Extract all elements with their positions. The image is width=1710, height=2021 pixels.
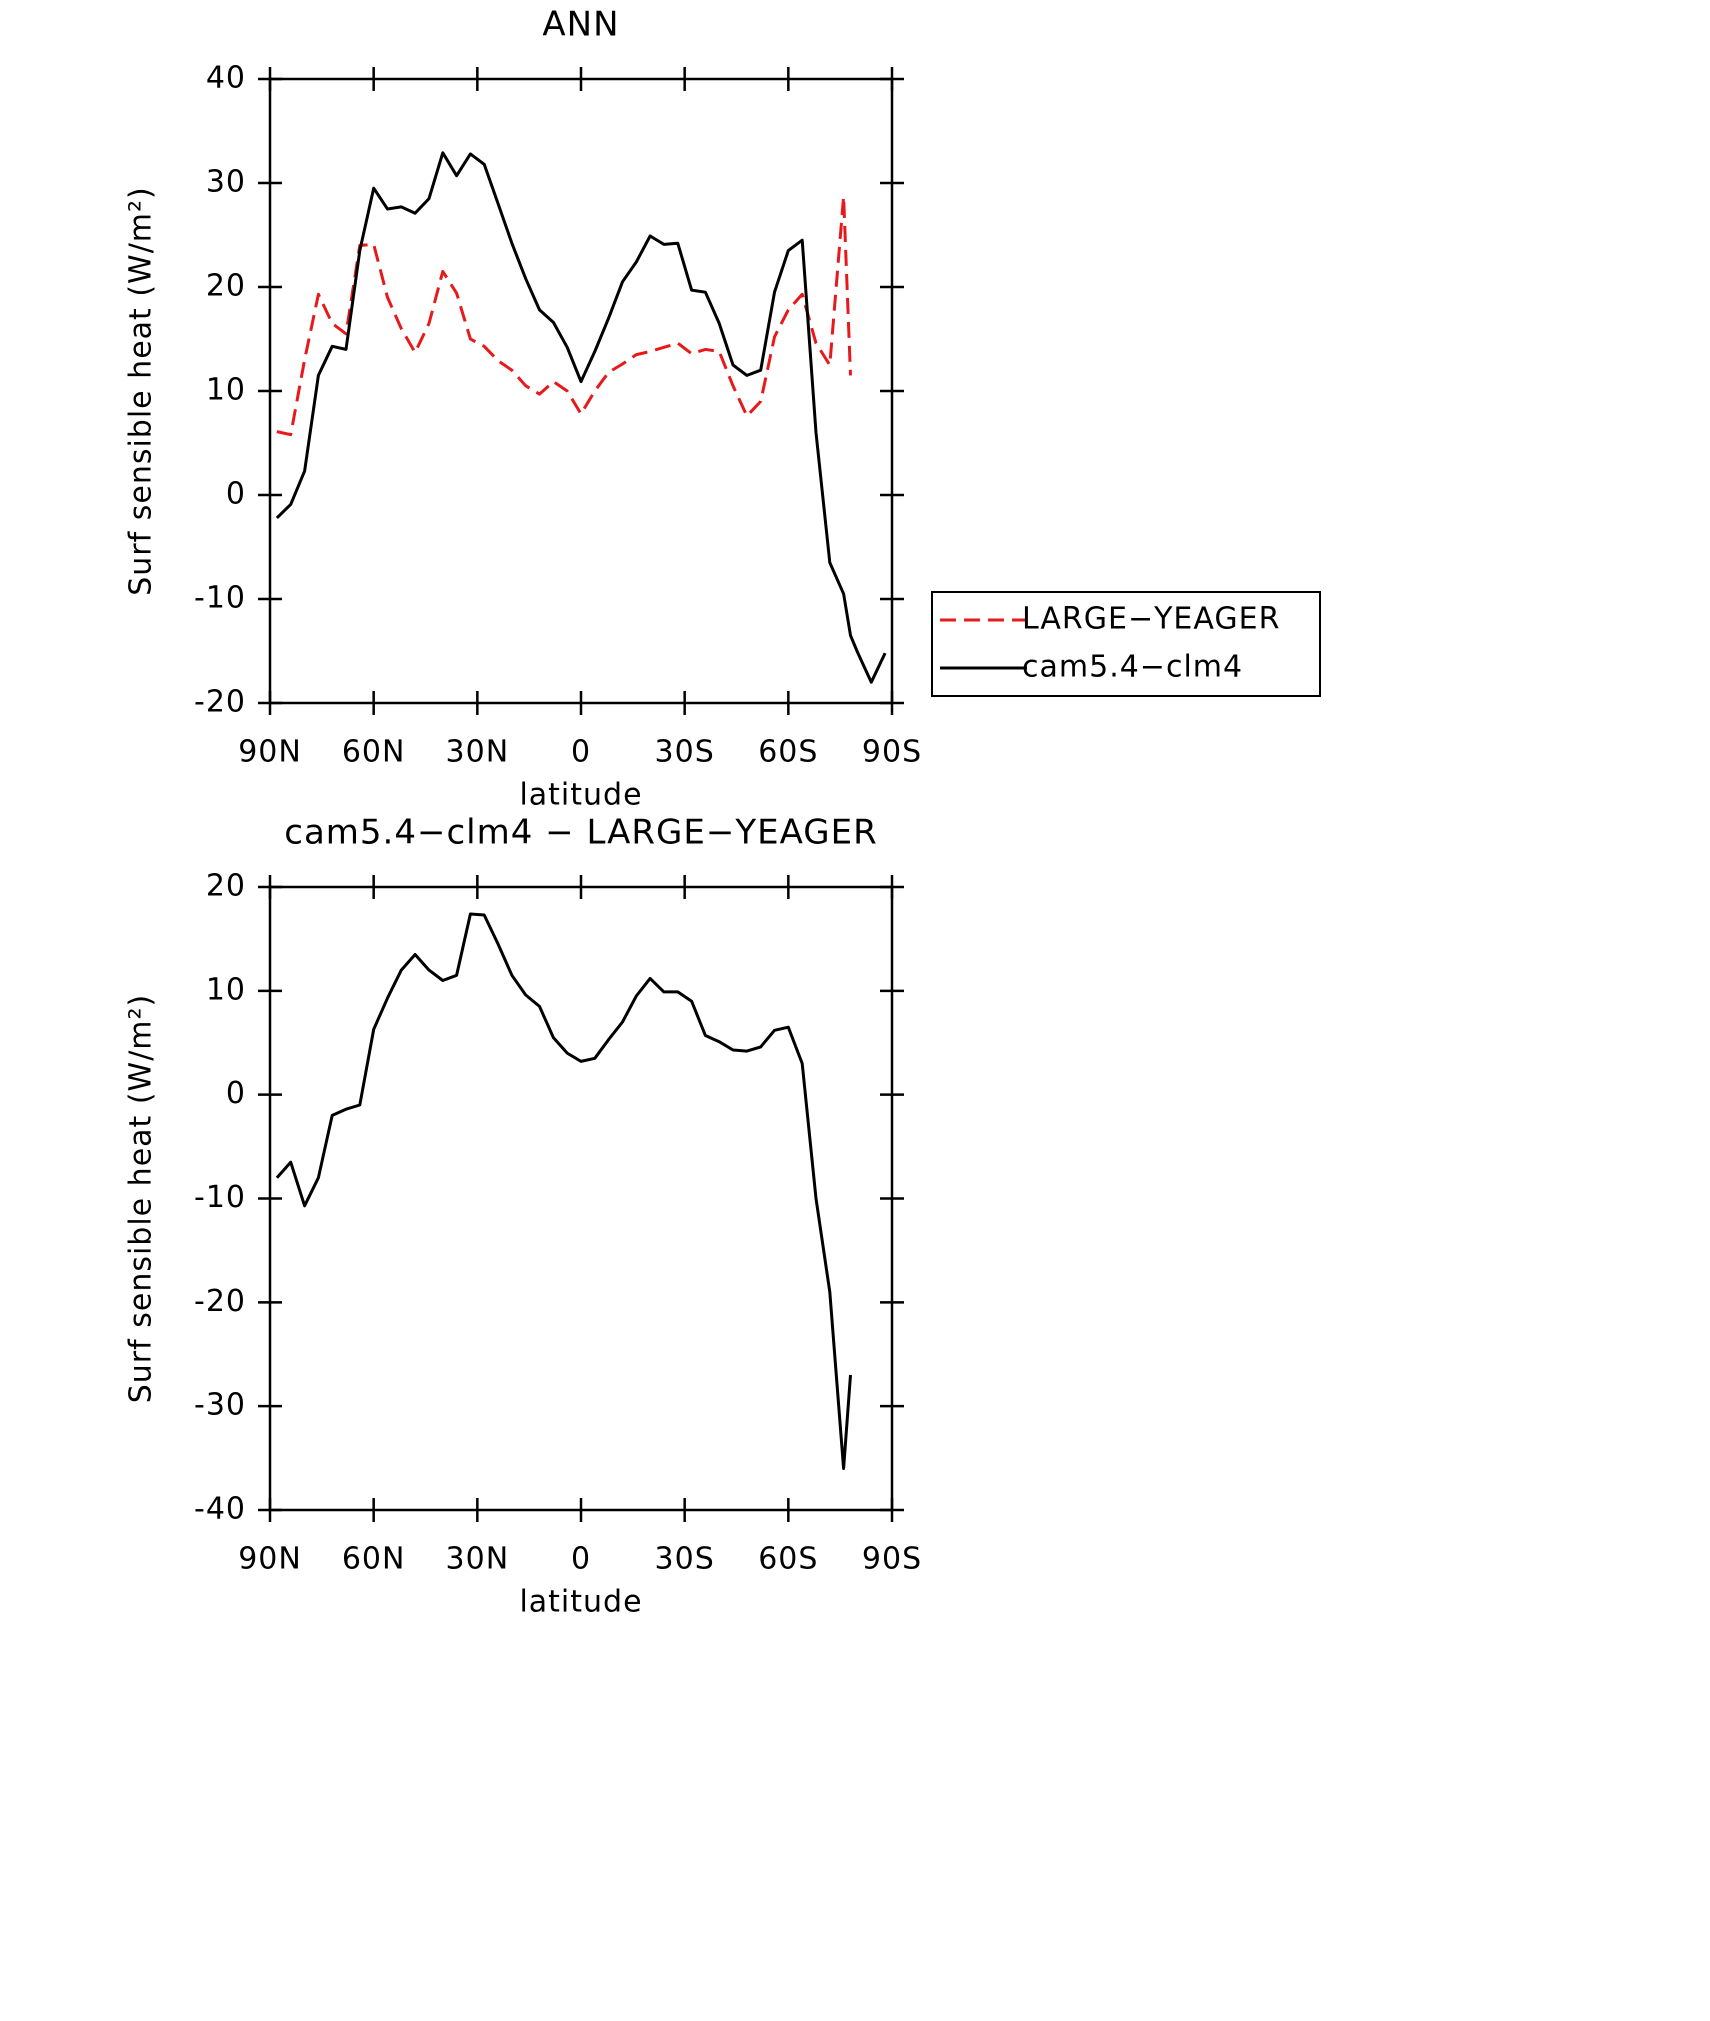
y-tick-label: -40 (194, 1492, 246, 1527)
data-line (275, 151, 887, 684)
x-tick-label: 90S (862, 1542, 922, 1577)
y-tick-label: 0 (226, 1076, 246, 1111)
plot-frame (268, 77, 894, 705)
x-tick-label: 90N (238, 735, 302, 770)
y-tick-label: 30 (206, 165, 246, 200)
y-axis-label: Surf sensible heat (W/m²) (124, 186, 159, 596)
x-tick-label: 60N (342, 735, 406, 770)
x-tick-label: 60S (758, 735, 818, 770)
plot-frame (268, 885, 894, 1512)
y-tick-label: -20 (194, 1284, 246, 1319)
chart-title: ANN (542, 5, 619, 45)
x-axis-label: latitude (519, 1585, 642, 1620)
chart-title: cam5.4−clm4 − LARGE−YEAGER (284, 813, 878, 853)
y-axis-label: Surf sensible heat (W/m²) (124, 994, 159, 1404)
x-tick-label: 30S (655, 1542, 715, 1577)
y-tick-label: -30 (194, 1388, 246, 1423)
y-tick-label: -10 (194, 581, 246, 616)
x-axis-label: latitude (519, 778, 642, 813)
data-line (275, 912, 852, 1470)
x-tick-label: 30N (446, 735, 510, 770)
legend-box (931, 591, 1321, 697)
y-tick-label: 40 (206, 61, 246, 96)
legend-label: LARGE−YEAGER (1022, 602, 1280, 637)
y-tick-label: 20 (206, 869, 246, 904)
x-tick-label: 60S (758, 1542, 818, 1577)
x-tick-label: 30N (446, 1542, 510, 1577)
y-tick-label: 0 (226, 477, 246, 512)
x-tick-label: 90S (862, 735, 922, 770)
x-tick-label: 0 (571, 735, 591, 770)
y-tick-label: 20 (206, 269, 246, 304)
x-tick-label: 0 (571, 1542, 591, 1577)
x-tick-label: 90N (238, 1542, 302, 1577)
x-tick-label: 30S (655, 735, 715, 770)
data-line (276, 195, 852, 437)
y-tick-label: 10 (206, 972, 246, 1007)
y-tick-label: 10 (206, 373, 246, 408)
y-tick-label: -20 (194, 685, 246, 720)
legend-label: cam5.4−clm4 (1022, 650, 1243, 685)
x-tick-label: 60N (342, 1542, 406, 1577)
y-tick-label: -10 (194, 1180, 246, 1215)
